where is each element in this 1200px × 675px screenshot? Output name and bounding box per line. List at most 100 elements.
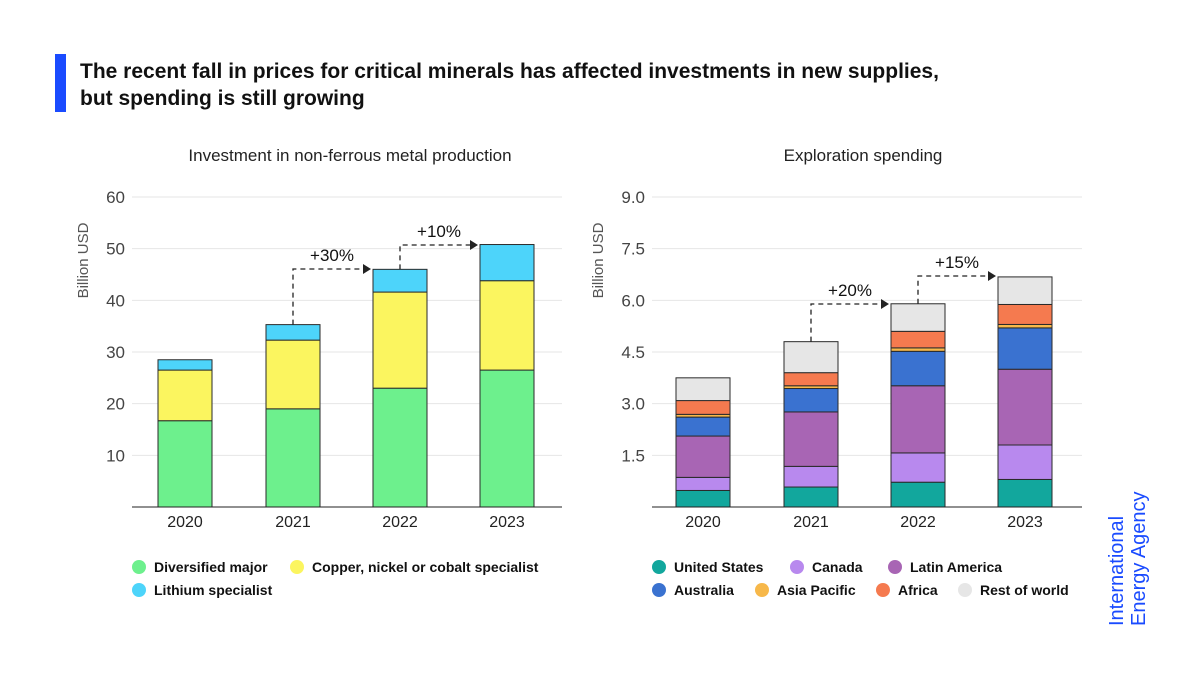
growth-arrow-line [810,303,883,342]
legend-item-latin-america: Latin America [888,559,1002,575]
legend-label: Asia Pacific [777,582,856,598]
bar-united-states-2023 [997,478,1053,508]
legend-swatch [132,583,146,597]
bar-copper-nickel-or-cobalt-specialist-2021 [265,339,321,410]
bar-australia-2022 [890,350,946,387]
bar-africa-2021 [783,372,839,387]
legend-label: Australia [674,582,734,598]
y-tick-label: 4.5 [621,343,645,362]
bar-latin-america-2020 [675,435,731,478]
y-axis-label: Billion USD [75,222,92,298]
exploration-chart: Exploration spending 1.5 3.0 4.5 6.0 7.5 9.0 Bi… [590,146,1082,531]
x-tick-label: 2022 [900,514,936,531]
bar-africa-2020 [675,400,731,415]
legend-swatch [290,560,304,574]
bar-canada-2020 [675,476,731,491]
bar-latin-america-2022 [890,385,946,454]
legend-label: Latin America [910,559,1003,575]
legend-item-asia-pacific: Asia Pacific [755,582,856,598]
legend-label: Diversified major [154,559,268,575]
chart-title: Exploration spending [784,146,943,165]
x-tick-label: 2023 [1007,514,1043,531]
bar-latin-america-2023 [997,368,1053,446]
y-tick-label: 9.0 [621,188,645,207]
legend-swatch [652,560,666,574]
y-axis-label: Billion USD [590,222,607,298]
chart-title: Investment in non-ferrous metal producti… [188,146,511,165]
bar-canada-2023 [997,444,1053,480]
legend-label: Lithium specialist [154,582,273,598]
y-tick-label: 40 [106,291,125,310]
page-title: The recent fall in prices for critical m… [80,58,1080,112]
legend-label: United States [674,559,764,575]
bar-copper-nickel-or-cobalt-specialist-2022 [372,291,428,389]
legend-swatch [888,560,902,574]
legend-swatch [755,583,769,597]
legend-item-lithium-specialist: Lithium specialist [132,582,272,598]
bar-lithium-specialist-2020 [157,359,213,371]
legend-label: Rest of world [980,582,1069,598]
bar-united-states-2020 [675,489,731,508]
legend-label: Canada [812,559,863,575]
iea-logo: International Energy Agency [1106,491,1150,626]
y-tick-label: 3.0 [621,395,645,414]
legend-item-diversified-major: Diversified major [132,559,268,575]
bar-copper-nickel-or-cobalt-specialist-2020 [157,369,213,422]
bar-rest-of-world-2022 [890,303,946,332]
x-tick-label: 2022 [382,514,418,531]
growth-arrow-line [917,275,990,304]
bar-diversified-major-2022 [372,387,428,508]
legend-label: Copper, nickel or cobalt specialist [312,559,539,575]
y-tick-label: 30 [106,343,125,362]
title-accent-bar [55,54,66,112]
bar-africa-2023 [997,303,1053,325]
bar-canada-2022 [890,452,946,483]
legend-swatch [876,583,890,597]
bar-united-states-2021 [783,486,839,508]
growth-arrow-head [988,271,996,281]
bar-rest-of-world-2020 [675,377,731,402]
growth-arrow-head [470,240,478,250]
bar-diversified-major-2023 [479,369,535,508]
x-tick-label: 2023 [489,514,525,531]
legend-item-australia: Australia [652,582,734,598]
bar-latin-america-2021 [783,411,839,467]
title-line-1: The recent fall in prices for critical m… [80,60,939,83]
y-tick-label: 10 [106,446,125,465]
y-tick-label: 1.5 [621,446,645,465]
bar-rest-of-world-2021 [783,341,839,374]
growth-arrow-line [399,244,472,270]
legend-item-united-states: United States [652,559,763,575]
legend-label: Africa [898,582,938,598]
bar-africa-2022 [890,330,946,349]
growth-label: +30% [310,246,354,265]
legend-swatch [652,583,666,597]
y-tick-label: 50 [106,240,125,259]
legend-item-africa: Africa [876,582,938,598]
x-tick-label: 2021 [793,514,829,531]
y-tick-label: 60 [106,188,125,207]
growth-label: +20% [828,281,872,300]
legend-item-copper-nickel-or-cobalt-specialist: Copper, nickel or cobalt specialist [290,559,538,575]
growth-arrow-head [881,299,889,309]
legend-item-canada: Canada [790,559,863,575]
bar-lithium-specialist-2023 [479,244,535,282]
bar-rest-of-world-2023 [997,276,1053,305]
bar-asia-pacific-2023 [997,323,1053,329]
bar-australia-2023 [997,327,1053,370]
legend-swatch [790,560,804,574]
y-tick-label: 7.5 [621,240,645,259]
bar-united-states-2022 [890,481,946,508]
growth-arrow-line [292,268,365,325]
x-tick-label: 2020 [167,514,203,531]
x-tick-label: 2020 [685,514,721,531]
bar-diversified-major-2020 [157,420,213,508]
brand-line-1: International [1106,516,1128,626]
y-tick-label: 6.0 [621,291,645,310]
legend-item-rest-of-world: Rest of world [958,582,1069,598]
x-tick-label: 2021 [275,514,311,531]
title-line-2: but spending is still growing [80,87,365,110]
bar-canada-2021 [783,465,839,488]
y-tick-label: 20 [106,395,125,414]
bar-asia-pacific-2022 [890,347,946,352]
